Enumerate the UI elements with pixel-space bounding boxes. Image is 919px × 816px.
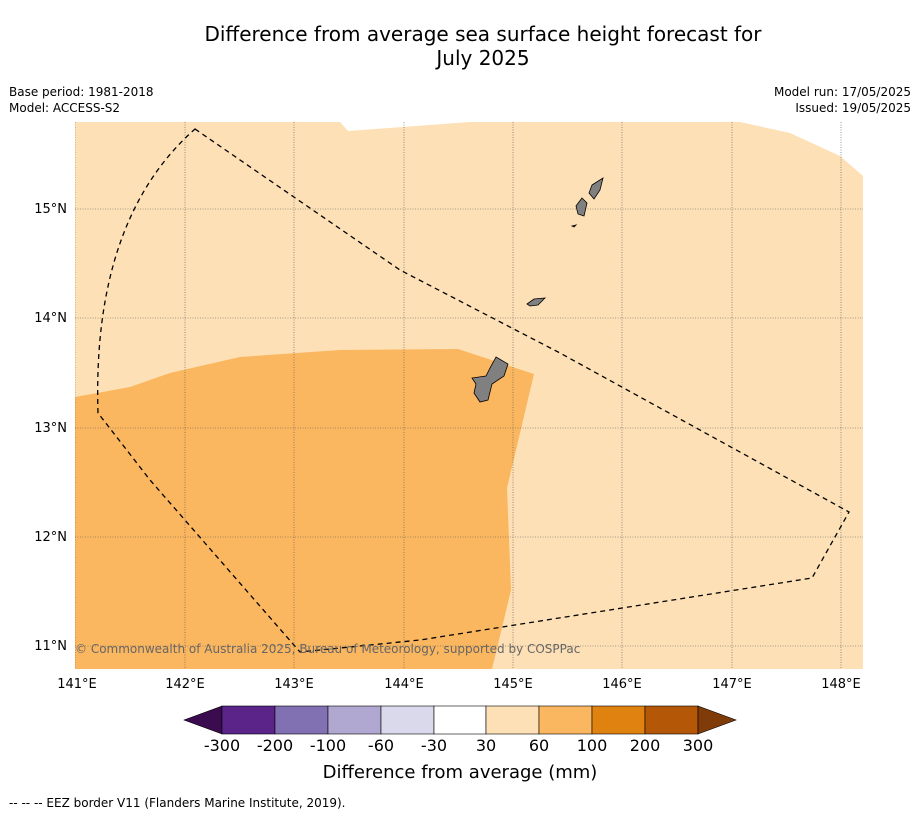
- colorbar-label: -200: [257, 736, 293, 755]
- island-guam: [471, 356, 509, 403]
- island-aguijan: [570, 224, 578, 228]
- model-run-text: Model run: 17/05/2025: [773, 85, 911, 99]
- colorbar-label: 200: [630, 736, 661, 755]
- eez-border: [97, 128, 850, 653]
- lon-label: 144°E: [384, 677, 424, 692]
- lat-label: 11°N: [34, 639, 67, 654]
- colorbar-bin: [433, 705, 487, 735]
- colorbar-bin: [644, 705, 699, 735]
- colorbar-label: -60: [368, 736, 394, 755]
- colorbar-label: -30: [421, 736, 447, 755]
- model-text: Model: ACCESS-S2: [9, 101, 121, 115]
- colorbar-bin: [380, 705, 435, 735]
- title-line-2: July 2025: [436, 46, 530, 70]
- colorbar-title: Difference from average (mm): [323, 762, 598, 783]
- colorbar-bin: [221, 705, 276, 735]
- colorbar-bin: [274, 705, 329, 735]
- colorbar-bin: [485, 705, 540, 735]
- colorbar-label: 300: [683, 736, 714, 755]
- graticule: [75, 122, 863, 669]
- longitude-labels: 141°E 142°E 143°E 144°E 145°E 146°E 147°…: [57, 677, 861, 692]
- title-line-1: Difference from average sea surface heig…: [204, 22, 762, 46]
- island-tinian: [575, 197, 588, 217]
- lon-label: 143°E: [274, 677, 314, 692]
- islands: [471, 177, 604, 403]
- colorbar-label: 30: [476, 736, 496, 755]
- lat-label: 14°N: [34, 311, 67, 326]
- colorbar-bin: [327, 705, 382, 735]
- base-period-text: Base period: 1981-2018: [9, 85, 154, 99]
- colorbar-label: -100: [310, 736, 346, 755]
- colorbar-extend-low: [183, 705, 223, 735]
- model-info: Base period: 1981-2018 Model: ACCESS-S2: [9, 84, 154, 116]
- lon-label: 147°E: [712, 677, 752, 692]
- copyright-text: © Commonwealth of Australia 2025, Bureau…: [75, 642, 580, 656]
- lat-label: 13°N: [34, 421, 67, 436]
- run-info: Model run: 17/05/2025 Issued: 19/05/2025: [774, 84, 911, 116]
- eez-legend-note: -- -- -- EEZ border V11 (Flanders Marine…: [9, 796, 346, 810]
- colorbar: [183, 705, 737, 735]
- colorbar-extend-high: [697, 705, 737, 735]
- colorbar-label: 60: [529, 736, 549, 755]
- colorbar-label: -300: [204, 736, 240, 755]
- island-rota: [526, 297, 547, 307]
- chart-title: Difference from average sea surface heig…: [0, 22, 919, 70]
- island-saipan: [588, 177, 604, 200]
- lon-label: 145°E: [493, 677, 533, 692]
- lon-label: 146°E: [602, 677, 642, 692]
- colorbar-labels: -300 -200 -100 -60 -30 30 60 100 200 300: [204, 736, 713, 755]
- lat-label: 12°N: [34, 530, 67, 545]
- colorbar-bin: [591, 705, 646, 735]
- lon-label: 141°E: [57, 677, 97, 692]
- colorbar-bin: [538, 705, 593, 735]
- latitude-labels: 15°N 14°N 13°N 12°N 11°N: [34, 202, 67, 654]
- lon-label: 142°E: [165, 677, 205, 692]
- colorbar-label: 100: [577, 736, 608, 755]
- anomaly-zone-60-100: [75, 349, 534, 669]
- issued-text: Issued: 19/05/2025: [795, 101, 911, 115]
- map-area: [75, 122, 863, 669]
- lon-label: 148°E: [821, 677, 861, 692]
- lat-label: 15°N: [34, 202, 67, 217]
